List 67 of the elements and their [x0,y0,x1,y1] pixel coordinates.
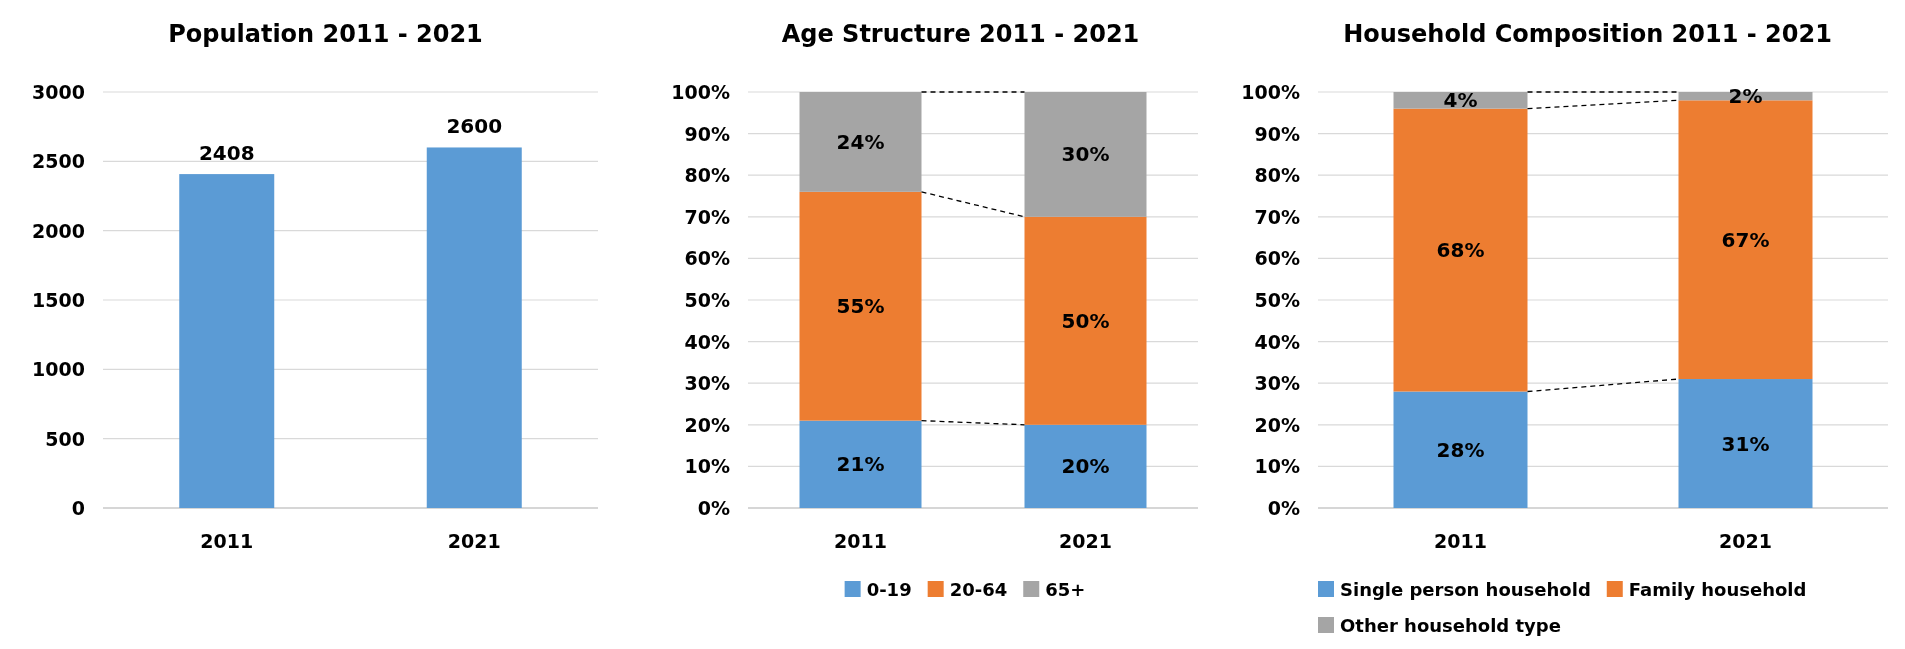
y-tick-label: 80% [1254,164,1300,187]
y-tick-label: 60% [684,247,730,270]
y-tick-label: 90% [684,122,730,145]
y-tick-label: 50% [1254,289,1300,311]
bar [1393,92,1528,109]
legend-label: Other household type [1340,615,1561,636]
bar [799,191,922,421]
y-tick-label: 500 [45,427,85,450]
y-tick-label: 1500 [32,289,85,311]
y-tick-label: 0% [697,497,730,519]
data-label: 68% [1436,238,1485,263]
y-tick-label: 30% [1254,372,1300,395]
bar [1024,424,1147,508]
bar [1393,108,1528,392]
y-tick-label: 0 [71,497,85,519]
y-tick-label: 40% [1254,330,1300,353]
legend-label: Single person household [1340,579,1591,600]
y-tick-label: 0% [1267,497,1300,519]
bar [1678,379,1813,508]
x-tick-label: 2021 [1059,530,1112,552]
y-tick-label: 20% [1254,413,1300,436]
bar [1024,216,1147,425]
y-tick-label: 50% [684,289,730,311]
legend-label: 20-64 [949,579,1008,600]
bar [1024,92,1147,217]
y-tick-label: 60% [1254,247,1300,270]
data-label: 30% [1061,142,1110,167]
y-tick-label: 2000 [32,219,85,242]
bar [1393,391,1528,508]
chart-title: Population 2011 - 2021 [168,20,483,48]
legend-label: 65+ [1045,579,1086,600]
y-tick-label: 40% [684,330,730,353]
y-tick-label: 30% [684,372,730,395]
x-tick-label: 2011 [200,530,254,552]
y-tick-label: 3000 [32,81,85,103]
data-label: 55% [836,294,885,319]
chart-title: Age Structure 2011 - 2021 [781,20,1140,48]
data-label: 67% [1721,227,1770,252]
data-label: 21% [836,452,885,477]
y-tick-label: 2500 [32,150,85,173]
y-tick-label: 1000 [32,358,85,381]
y-tick-label: 10% [684,455,730,478]
data-label: 2600 [446,114,503,139]
data-label: 4% [1443,88,1478,113]
y-tick-label: 100% [671,81,730,103]
x-tick-label: 2021 [447,530,501,552]
x-tick-label: 2021 [1719,530,1772,552]
data-label: 50% [1061,308,1110,333]
x-tick-label: 2011 [834,530,887,552]
data-label: 20% [1061,454,1110,479]
bar [799,420,922,508]
bar [799,92,922,192]
y-tick-label: 100% [1241,81,1300,103]
y-tick-label: 20% [684,413,730,436]
y-tick-label: 70% [1254,205,1300,228]
y-tick-label: 10% [1254,455,1300,478]
x-tick-label: 2011 [1434,530,1487,552]
chart-title: Household Composition 2011 - 2021 [1343,20,1832,48]
data-label: 28% [1436,437,1485,462]
legend-label: 0-19 [866,579,912,600]
y-tick-label: 80% [684,164,730,187]
data-label: 2408 [198,141,255,166]
y-tick-label: 90% [1254,122,1300,145]
data-label: 24% [836,129,885,154]
legend-label: Family household [1628,579,1807,600]
y-tick-label: 70% [684,205,730,228]
data-label: 31% [1721,431,1770,456]
